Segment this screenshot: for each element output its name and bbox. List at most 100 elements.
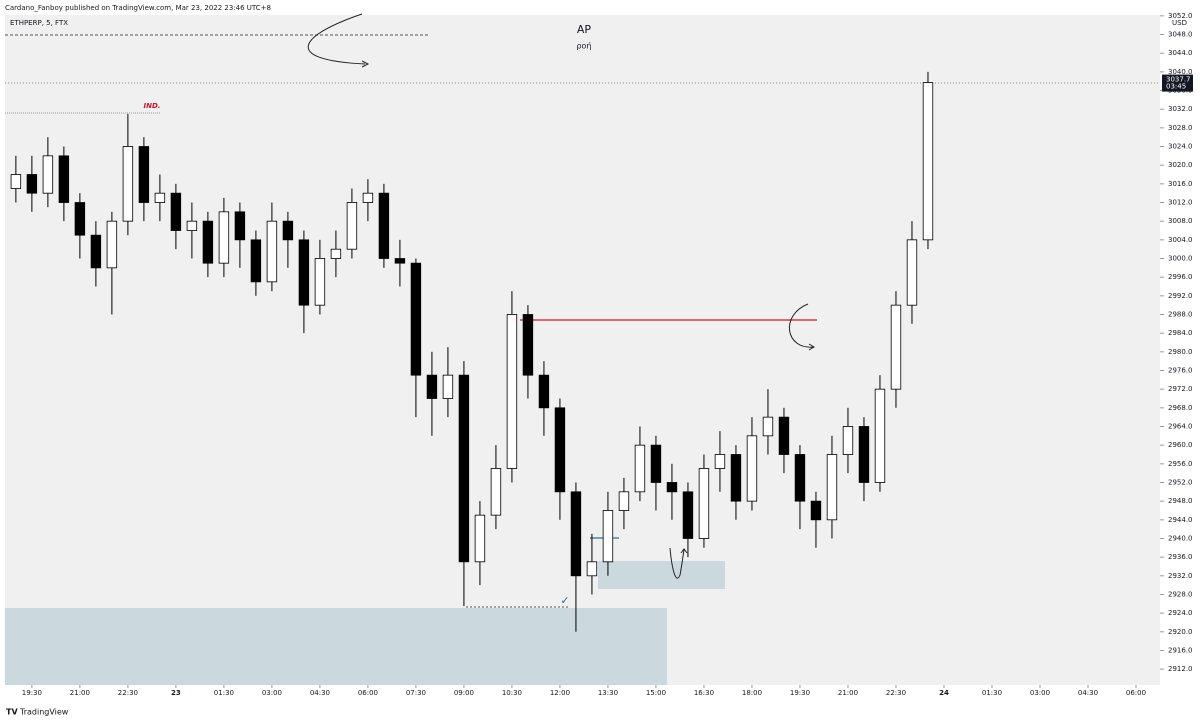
y-tick-label: 2944.0: [1168, 516, 1193, 524]
candle-body: [666, 482, 678, 493]
candle-body: [58, 155, 70, 203]
x-tick-label: 16:30: [694, 689, 714, 697]
candle-body: [282, 220, 294, 241]
candle-body: [10, 174, 22, 189]
y-tick-label: 2956.0: [1168, 460, 1193, 468]
y-tick-label: 2992.0: [1168, 292, 1193, 300]
y-tick-label: 3040.0: [1168, 68, 1193, 76]
candle-body: [826, 454, 838, 521]
y-tick-label: 2912.0: [1168, 665, 1193, 673]
x-tick-label: 03:00: [262, 689, 282, 697]
candle-body: [730, 454, 742, 502]
candle-body: [602, 510, 614, 563]
y-tick-label: 3024.0: [1168, 143, 1193, 151]
candle-body: [842, 426, 854, 455]
candle-body: [922, 82, 934, 241]
x-tick-label: 07:30: [406, 689, 426, 697]
y-tick-label: 3016.0: [1168, 180, 1193, 188]
y-tick-label: 2920.0: [1168, 628, 1193, 636]
y-tick-label: 2936.0: [1168, 553, 1193, 561]
x-tick-label: 13:30: [598, 689, 618, 697]
x-tick-label: 23: [171, 689, 181, 697]
candle-body: [138, 146, 150, 203]
candle-body: [506, 314, 518, 469]
plot-area: [5, 15, 1160, 685]
x-tick-label: 04:30: [1078, 689, 1098, 697]
candle-body: [618, 491, 630, 511]
x-tick-label: 21:00: [838, 689, 858, 697]
header: Cardano_Fanboy published on TradingView.…: [5, 4, 271, 12]
candle-body: [298, 239, 310, 306]
candle-body: [250, 239, 262, 283]
candle-body: [858, 426, 870, 483]
y-tick-label: 2984.0: [1168, 329, 1193, 337]
y-tick-label: 2928.0: [1168, 590, 1193, 598]
x-tick-label: 10:30: [502, 689, 522, 697]
candle-body: [346, 202, 358, 250]
y-tick-label: 2940.0: [1168, 534, 1193, 542]
candle-body: [202, 220, 214, 264]
x-tick-label: 01:30: [214, 689, 234, 697]
candle-body: [410, 262, 422, 376]
candle-body: [186, 220, 198, 231]
y-tick-label: 2988.0: [1168, 311, 1193, 319]
arrow-small: [669, 547, 688, 579]
logo: TV: [6, 708, 18, 717]
y-tick-label: 2980.0: [1168, 348, 1193, 356]
y-tick-label: 2972.0: [1168, 385, 1193, 393]
candle-body: [586, 561, 598, 577]
candle-body: [522, 314, 534, 376]
x-tick-label: 21:00: [70, 689, 90, 697]
countdown: 03:45: [1166, 83, 1186, 91]
candle-body: [426, 374, 438, 399]
candle-body: [570, 491, 582, 577]
arrow-mid: [789, 303, 815, 351]
brand: TradingView: [19, 708, 69, 717]
y-tick-label: 2924.0: [1168, 609, 1193, 617]
x-tick-label: 01:30: [982, 689, 1002, 697]
candle-body: [698, 468, 710, 539]
candle-body: [314, 258, 326, 306]
candle-body: [490, 468, 502, 516]
candle-body: [106, 220, 118, 269]
arrow-top: [307, 13, 370, 68]
y-tick-label: 3008.0: [1168, 217, 1193, 225]
candle-body: [154, 192, 166, 203]
candle-body: [218, 211, 230, 264]
candle-body: [874, 388, 886, 483]
y-tick-label: 2964.0: [1168, 422, 1193, 430]
x-tick-label: 19:30: [22, 689, 42, 697]
y-tick-label: 3052.0: [1168, 12, 1193, 20]
x-tick-label: 15:00: [646, 689, 666, 697]
price-axis: [1160, 0, 1200, 705]
symbol: ETHPERP, 5, FTX: [10, 19, 68, 27]
y-tick-label: 3020.0: [1168, 161, 1193, 169]
last-price-box: [1162, 74, 1193, 92]
chart-subtitle: ρoή: [576, 42, 591, 51]
candle-body: [762, 416, 774, 437]
candle-body: [394, 258, 406, 264]
candle-body: [378, 192, 390, 259]
annotation: IND.: [144, 102, 161, 110]
candle-body: [746, 435, 758, 502]
y-tick-label: 2996.0: [1168, 273, 1193, 281]
candle-body: [26, 174, 38, 194]
candle-body: [650, 444, 662, 483]
y-tick-label: 3048.0: [1168, 31, 1193, 39]
demand-zone: [5, 608, 667, 685]
last-price: 3037.7: [1166, 76, 1191, 84]
x-tick-label: 06:00: [358, 689, 378, 697]
candle-body: [890, 304, 902, 390]
candle-body: [122, 146, 134, 222]
currency: USD: [1172, 19, 1187, 27]
y-tick-label: 3028.0: [1168, 124, 1193, 132]
x-tick-label: 06:00: [1126, 689, 1146, 697]
y-tick-label: 2932.0: [1168, 572, 1193, 580]
candle-body: [362, 192, 374, 203]
candle-body: [266, 220, 278, 283]
x-tick-label: 09:00: [454, 689, 474, 697]
candle-body: [538, 374, 550, 409]
candle-body: [778, 416, 790, 455]
